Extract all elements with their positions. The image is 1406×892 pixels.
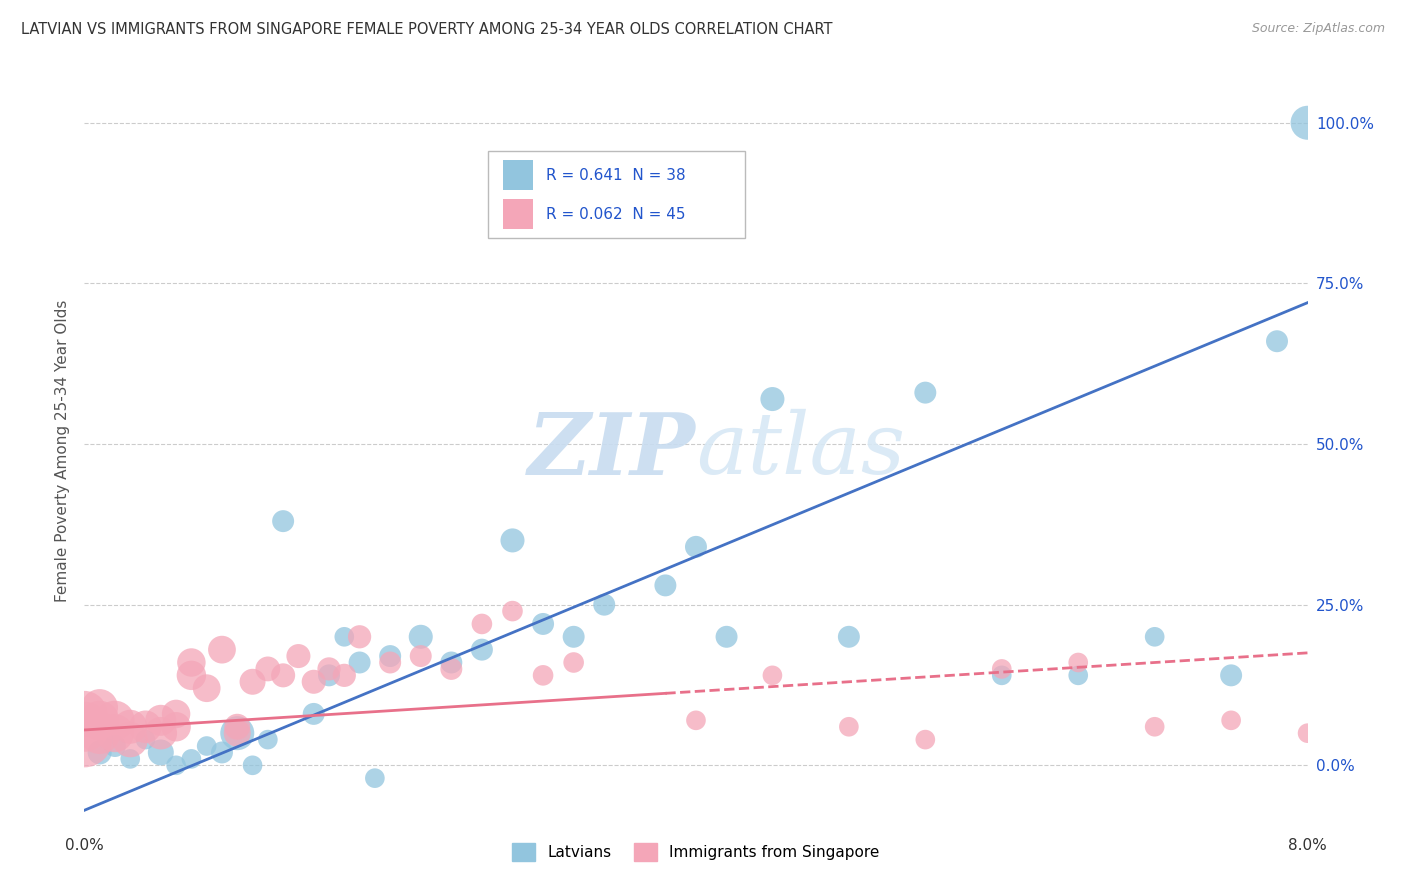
Text: LATVIAN VS IMMIGRANTS FROM SINGAPORE FEMALE POVERTY AMONG 25-34 YEAR OLDS CORREL: LATVIAN VS IMMIGRANTS FROM SINGAPORE FEM… [21,22,832,37]
Point [593,598,616,612]
Point [120,752,142,766]
Point [195,681,218,696]
Point [1220,668,1243,682]
Point [349,656,371,670]
Point [838,630,860,644]
Point [302,706,325,721]
Point [1143,630,1166,644]
Point [226,726,249,740]
Point [716,630,738,644]
Point [226,720,249,734]
Point [89,700,111,714]
Text: ZIP: ZIP [529,409,696,492]
Point [380,649,402,664]
Legend: Latvians, Immigrants from Singapore: Latvians, Immigrants from Singapore [506,837,886,867]
Point [195,739,218,753]
Point [502,604,524,618]
Point [149,746,172,760]
Point [1296,726,1319,740]
Point [120,732,142,747]
Point [165,706,187,721]
Point [562,630,585,644]
Point [562,656,585,670]
Point [531,668,554,682]
Point [761,392,783,406]
Text: R = 0.062  N = 45: R = 0.062 N = 45 [546,207,685,222]
Point [73,720,96,734]
Text: R = 0.641  N = 38: R = 0.641 N = 38 [546,168,685,183]
Point [380,656,402,670]
Point [302,674,325,689]
FancyBboxPatch shape [488,151,745,238]
Point [242,674,264,689]
FancyBboxPatch shape [503,160,533,190]
Text: atlas: atlas [696,409,905,491]
Text: Source: ZipAtlas.com: Source: ZipAtlas.com [1251,22,1385,36]
Point [1296,116,1319,130]
Y-axis label: Female Poverty Among 25-34 Year Olds: Female Poverty Among 25-34 Year Olds [55,300,70,601]
Point [914,732,936,747]
Point [165,758,187,772]
Point [149,714,172,728]
Point [502,533,524,548]
Point [165,720,187,734]
Point [149,726,172,740]
Point [685,540,707,554]
Point [104,714,127,728]
Point [257,732,280,747]
Point [409,630,432,644]
Point [1220,714,1243,728]
Point [409,649,432,664]
Point [761,668,783,682]
Point [242,758,264,772]
Point [838,720,860,734]
Point [471,642,494,657]
Point [318,668,340,682]
Point [73,706,96,721]
Point [440,656,463,670]
Point [1067,656,1090,670]
Point [364,771,387,785]
Point [89,714,111,728]
Point [318,662,340,676]
Point [120,720,142,734]
Point [991,662,1014,676]
Point [135,720,157,734]
Point [257,662,280,676]
Point [287,649,309,664]
Point [685,714,707,728]
Point [440,662,463,676]
Point [89,746,111,760]
Point [211,642,233,657]
Point [73,732,96,747]
Point [991,668,1014,682]
Point [211,746,233,760]
Point [1143,720,1166,734]
Point [89,726,111,740]
Point [271,514,294,528]
Point [180,656,202,670]
Point [1067,668,1090,682]
Point [180,752,202,766]
Point [271,668,294,682]
Point [104,726,127,740]
Point [471,616,494,631]
Point [531,616,554,631]
Point [333,668,356,682]
Point [654,578,676,592]
Point [180,668,202,682]
Point [135,732,157,747]
Point [226,726,249,740]
FancyBboxPatch shape [503,199,533,229]
Point [1265,334,1288,349]
Point [914,385,936,400]
Point [104,739,127,753]
Point [349,630,371,644]
Point [333,630,356,644]
